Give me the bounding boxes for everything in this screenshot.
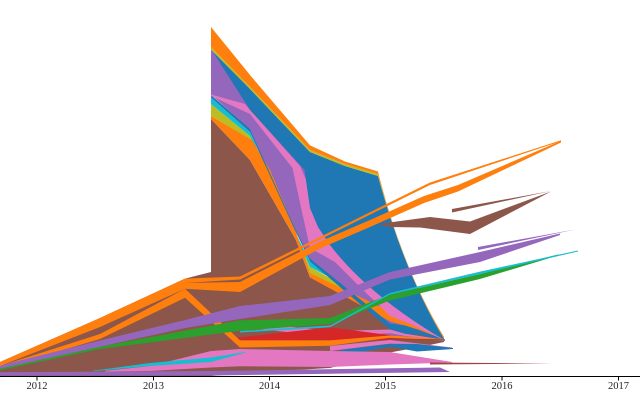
- svg-text:2013: 2013: [143, 381, 164, 392]
- svg-text:2014: 2014: [259, 381, 281, 392]
- svg-text:2012: 2012: [27, 381, 48, 392]
- svg-text:2015: 2015: [375, 381, 396, 392]
- svg-text:2017: 2017: [608, 381, 629, 392]
- svg-text:2016: 2016: [492, 381, 513, 392]
